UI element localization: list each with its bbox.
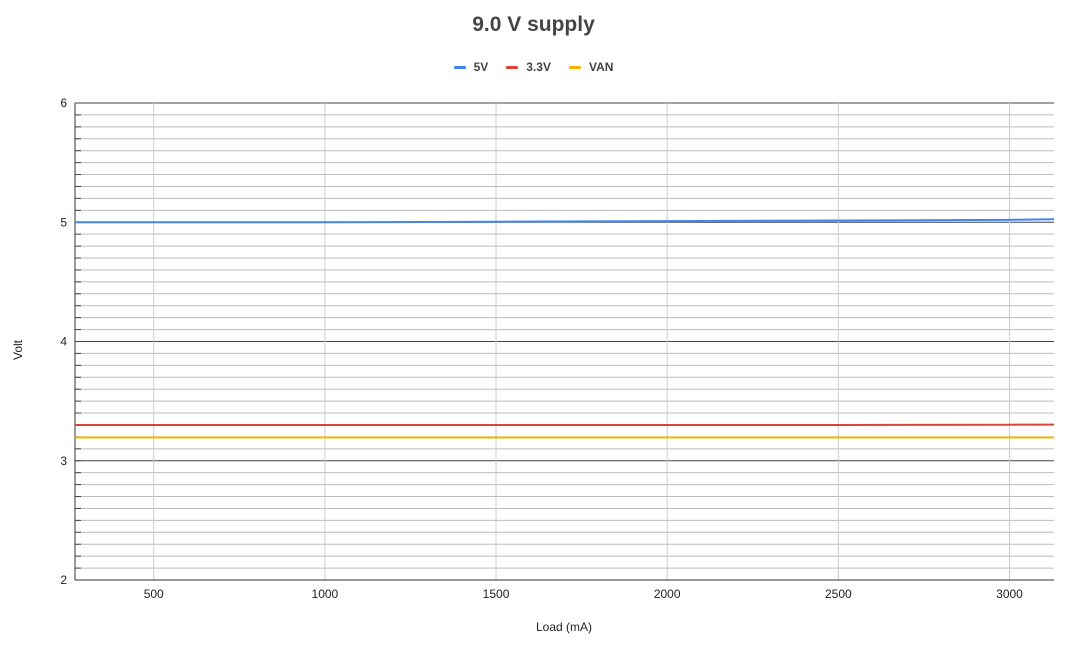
y-tick-label: 5	[60, 215, 67, 229]
x-tick-label: 2000	[654, 587, 681, 601]
x-axis-title: Load (mA)	[536, 620, 592, 634]
x-tick-label: 3000	[996, 587, 1023, 601]
legend-swatch	[453, 65, 466, 69]
legend-item-5v[interactable]: 5V	[453, 60, 489, 74]
y-tick-label: 4	[60, 335, 67, 349]
legend-label: 5V	[473, 60, 489, 74]
axis-layer	[74, 102, 1054, 581]
label-layer: 2 3 4 5 6 500 1000 1500 2000 2500 3000	[60, 96, 1023, 601]
legend-label: VAN	[588, 60, 614, 74]
legend-item-van[interactable]: VAN	[568, 60, 614, 74]
x-tick-label: 500	[144, 587, 164, 601]
legend-swatch	[568, 65, 581, 69]
grid-layer	[75, 102, 1054, 581]
x-tick-label: 1500	[483, 587, 510, 601]
series-layer	[75, 218, 1055, 439]
series-line-5v	[75, 218, 1055, 224]
legend-label: 3.3V	[526, 60, 551, 74]
y-axis-title: Volt	[11, 339, 25, 360]
x-tick-label: 1000	[312, 587, 339, 601]
y-tick-label: 2	[60, 573, 67, 587]
legend-item-3v3[interactable]: 3.3V	[506, 60, 551, 74]
legend-swatch	[506, 65, 519, 69]
chart-title: 9.0 V supply	[472, 13, 595, 36]
x-tick-label: 2500	[825, 587, 852, 601]
y-tick-label: 6	[60, 96, 67, 110]
legend: 5V 3.3V VAN	[0, 60, 1067, 74]
y-tick-label: 3	[60, 454, 67, 468]
